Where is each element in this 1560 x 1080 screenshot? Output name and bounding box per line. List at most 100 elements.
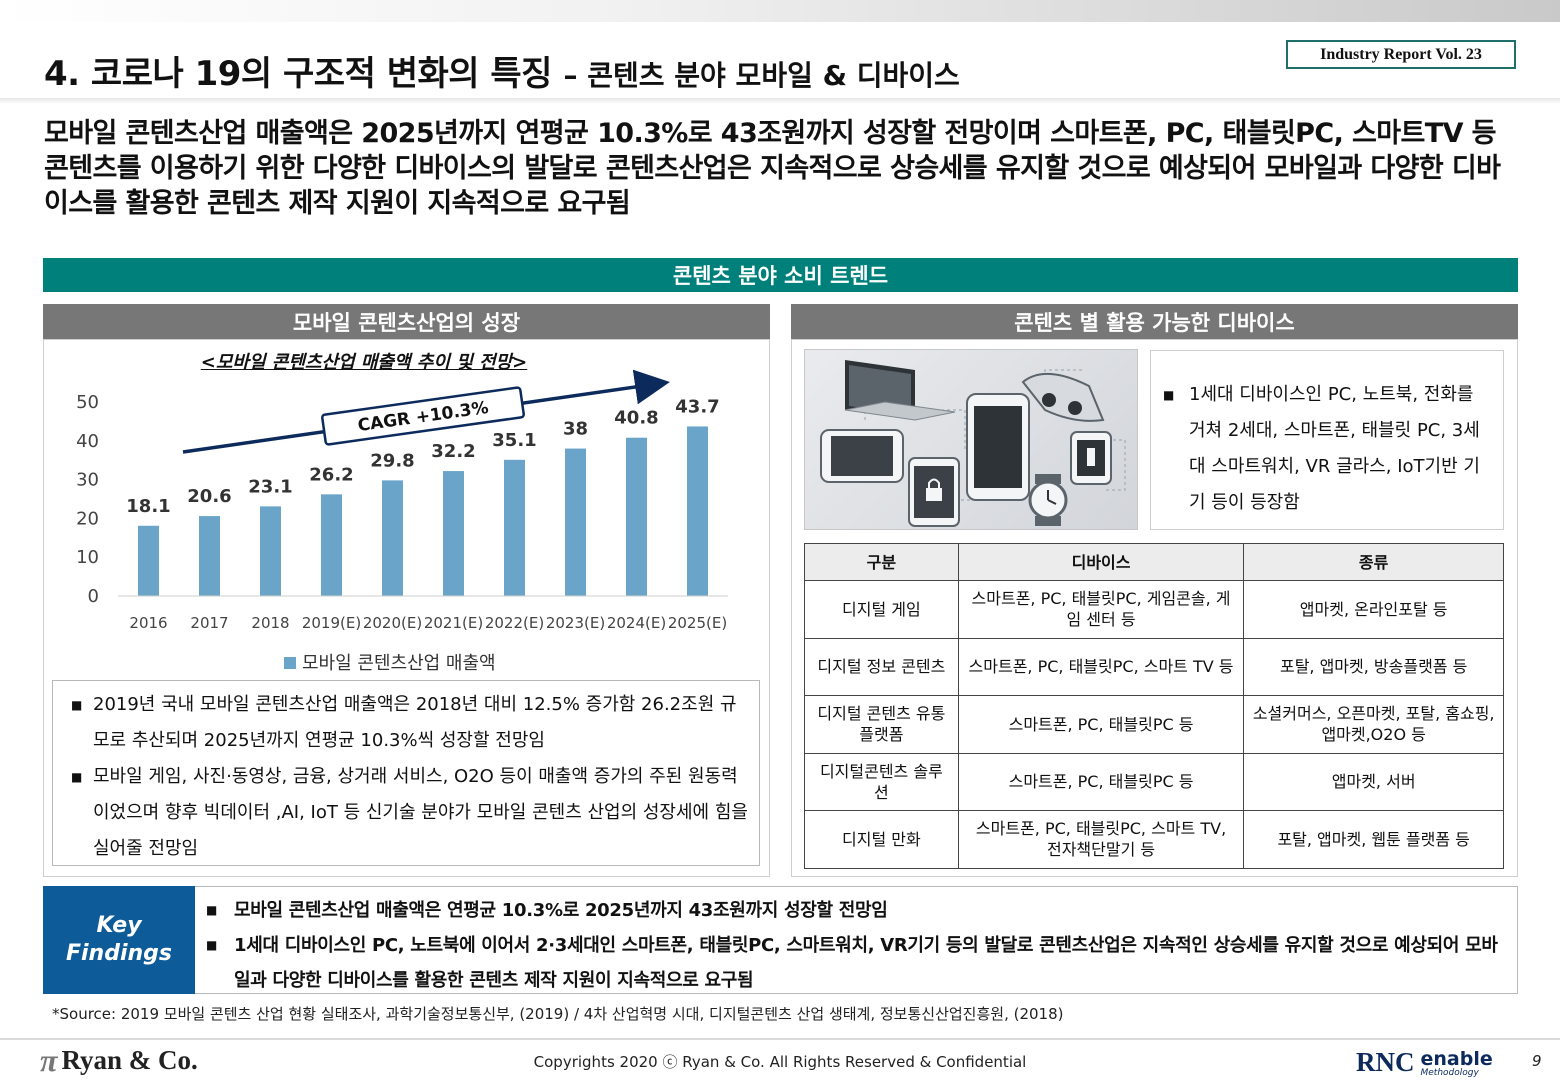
key-finding-text-1: 모바일 콘텐츠산업 매출액은 연평균 10.3%로 2025년까지 43조원까지… xyxy=(234,900,888,921)
analog-watch-icon xyxy=(1028,474,1068,526)
bar-value-label: 29.8 xyxy=(370,450,414,471)
table-cell: 디지털콘텐츠 솔루션 xyxy=(804,752,959,811)
key-findings-list: ■ 모바일 콘텐츠산업 매출액은 연평균 10.3%로 2025년까지 43조원… xyxy=(206,893,1506,998)
left-bullets: ■ 2019년 국내 모바일 콘텐츠산업 매출액은 2018년 대비 12.5%… xyxy=(52,680,760,866)
table-cell: 스마트폰, PC, 태블릿PC, 스마트 TV, 전자책단말기 등 xyxy=(957,810,1245,869)
bar xyxy=(260,506,281,596)
key-findings-label: Key Findings xyxy=(43,886,195,994)
vr-glasses-icon xyxy=(1021,372,1105,422)
rnc-logo: RNC enable Methodology xyxy=(1356,1044,1493,1078)
bar-value-label: 26.2 xyxy=(309,464,353,485)
table-cell: 스마트폰, PC, 태블릿PC 등 xyxy=(957,695,1245,754)
x-tick-label: 2024(E) xyxy=(607,614,666,632)
table-cell: 디지털 정보 콘텐츠 xyxy=(804,637,959,696)
copyright-text: Copyrights 2020 ⓒ Ryan & Co. All Rights … xyxy=(533,1053,1027,1071)
bullet-symbol: ■ xyxy=(71,770,83,784)
page-title: 4. 코로나 19의 구조적 변화의 특징 – 콘텐츠 분야 모바일 & 디바이… xyxy=(44,46,960,95)
bar xyxy=(626,437,647,596)
table-cell: 디지털 만화 xyxy=(804,810,959,869)
y-tick-label: 30 xyxy=(76,470,99,491)
table-row: 디지털 만화 스마트폰, PC, 태블릿PC, 스마트 TV, 전자책단말기 등… xyxy=(804,810,1504,869)
pi-logo-icon: π xyxy=(40,1041,58,1078)
table-cell: 스마트폰, PC, 태블릿PC 등 xyxy=(957,752,1245,811)
y-tick-label: 10 xyxy=(76,547,99,568)
table-cell: 앱마켓, 온라인포탈 등 xyxy=(1243,580,1504,639)
left-panel-body xyxy=(43,339,770,877)
table-cell: 포탈, 앱마켓, 방송플랫폼 등 xyxy=(1243,637,1504,696)
bar-value-label: 20.6 xyxy=(187,486,231,507)
key-finding-2: ■ 1세대 디바이스인 PC, 노트북에 이어서 2·3세대인 스마트폰, 태블… xyxy=(206,928,1506,998)
table-row: 디지털 콘텐츠 유통 플랫폼 스마트폰, PC, 태블릿PC 등 소셜커머스, … xyxy=(804,695,1504,754)
ryan-logo-text: Ryan & Co. xyxy=(61,1044,198,1075)
table-row: 디지털콘텐츠 솔루션 스마트폰, PC, 태블릿PC 등 앱마켓, 서버 xyxy=(804,752,1504,811)
table-cell: 스마트폰, PC, 태블릿PC, 스마트 TV 등 xyxy=(957,637,1245,696)
bar-value-label: 38 xyxy=(563,419,588,440)
bar xyxy=(199,516,220,596)
ryan-logo: π Ryan & Co. xyxy=(40,1040,198,1080)
bar-chart: 0 10 20 30 40 50 18.1 20.6 23.1 26.2 29.8 32.2 35.1… xyxy=(76,370,728,674)
source-note: *Source: 2019 모바일 콘텐츠 산업 현황 실태조사, 과학기술정보… xyxy=(52,1005,1064,1023)
x-tick-label: 2018 xyxy=(251,614,289,632)
bar-value-label: 35.1 xyxy=(492,430,536,451)
page-title-sub: – 콘텐츠 분야 모바일 & 디바이스 xyxy=(563,59,960,92)
left-panel-title: 모바일 콘텐츠산업의 성장 xyxy=(43,304,770,339)
table-row: 디지털 정보 콘텐츠 스마트폰, PC, 태블릿PC, 스마트 TV 등 포탈,… xyxy=(804,637,1504,696)
y-tick-label: 40 xyxy=(76,431,99,452)
rnc-methodology-text: Methodology xyxy=(1420,1068,1479,1078)
x-tick-label: 2023(E) xyxy=(546,614,605,632)
x-tick-label: 2019(E) xyxy=(302,614,361,632)
bar xyxy=(321,494,342,596)
table-header-device: 디바이스 xyxy=(957,543,1245,581)
table-cell: 디지털 콘텐츠 유통 플랫폼 xyxy=(804,695,959,754)
laptop-icon xyxy=(844,360,956,421)
device-bullet-text: 1세대 디바이스인 PC, 노트북, 전화를 거쳐 2세대, 스마트폰, 태블릿… xyxy=(1189,384,1480,513)
section-title: 콘텐츠 분야 소비 트렌드 xyxy=(43,258,1518,292)
x-tick-label: 2025(E) xyxy=(668,614,727,632)
device-bullet: ■ 1세대 디바이스인 PC, 노트북, 전화를 거쳐 2세대, 스마트폰, 태… xyxy=(1163,377,1491,521)
x-tick-label: 2022(E) xyxy=(485,614,544,632)
bullet-symbol: ■ xyxy=(206,938,218,952)
table-header-type: 종류 xyxy=(1243,543,1504,581)
report-tag: Industry Report Vol. 23 xyxy=(1286,40,1516,69)
bar xyxy=(504,459,525,596)
bar xyxy=(382,480,403,596)
left-bullet-2: ■ 모바일 게임, 사진·동영상, 금융, 상거래 서비스, O2O 등이 매출… xyxy=(71,759,749,867)
table-cell: 포탈, 앱마켓, 웹툰 플랫폼 등 xyxy=(1243,810,1504,869)
footer-divider xyxy=(0,1038,1560,1040)
bar xyxy=(565,448,586,596)
page-number: 9 xyxy=(1532,1052,1542,1070)
bar xyxy=(443,471,464,596)
bar-value-label: 43.7 xyxy=(675,396,719,417)
table-cell: 소셜커머스, 오픈마켓, 포탈, 홈쇼핑, 앱마켓,O2O 등 xyxy=(1243,695,1504,754)
devices-illustration xyxy=(804,349,1138,530)
rnc-enable-block: enable Methodology xyxy=(1420,1050,1493,1079)
table-header-category: 구분 xyxy=(804,543,959,581)
y-tick-label: 50 xyxy=(76,392,99,413)
x-tick-label: 2016 xyxy=(129,614,167,632)
bullet-symbol: ■ xyxy=(206,903,218,917)
key-finding-text-2: 1세대 디바이스인 PC, 노트북에 이어서 2·3세대인 스마트폰, 태블릿P… xyxy=(234,935,1498,991)
summary-text: 모바일 콘텐츠산업 매출액은 2025년까지 연평균 10.3%로 43조원까지… xyxy=(44,118,1501,219)
smartphone-icon xyxy=(966,393,1030,501)
title-divider xyxy=(0,98,1560,104)
top-gradient-bar xyxy=(0,0,1560,22)
bar-value-label: 23.1 xyxy=(248,476,292,497)
table-header-row: 구분 디바이스 종류 xyxy=(804,543,1504,581)
bullet-symbol: ■ xyxy=(71,698,83,712)
legend-label: 모바일 콘텐츠산업 매출액 xyxy=(302,653,496,674)
chart-title: <모바일 콘텐츠산업 매출액 추이 및 전망> xyxy=(200,352,528,373)
device-description: ■ 1세대 디바이스인 PC, 노트북, 전화를 거쳐 2세대, 스마트폰, 태… xyxy=(1150,350,1504,530)
bar-value-label: 40.8 xyxy=(614,408,658,429)
left-bullet-1: ■ 2019년 국내 모바일 콘텐츠산업 매출액은 2018년 대비 12.5%… xyxy=(71,687,749,759)
left-bullet-text-2: 모바일 게임, 사진·동영상, 금융, 상거래 서비스, O2O 등이 매출액 … xyxy=(93,766,748,859)
device-table: 구분 디바이스 종류 디지털 게임 스마트폰, PC, 태블릿PC, 게임콘솔,… xyxy=(804,543,1504,869)
bar xyxy=(687,426,708,596)
bar-value-label: 32.2 xyxy=(431,441,475,462)
page-title-main: 4. 코로나 19의 구조적 변화의 특징 xyxy=(44,54,552,94)
key-finding-1: ■ 모바일 콘텐츠산업 매출액은 연평균 10.3%로 2025년까지 43조원… xyxy=(206,893,1506,928)
y-tick-label: 20 xyxy=(76,508,99,529)
bullet-symbol: ■ xyxy=(1163,388,1175,402)
left-bullet-text-1: 2019년 국내 모바일 콘텐츠산업 매출액은 2018년 대비 12.5% 증… xyxy=(93,694,737,751)
right-panel-title: 콘텐츠 별 활용 가능한 디바이스 xyxy=(791,304,1518,339)
table-cell: 앱마켓, 서버 xyxy=(1243,752,1504,811)
